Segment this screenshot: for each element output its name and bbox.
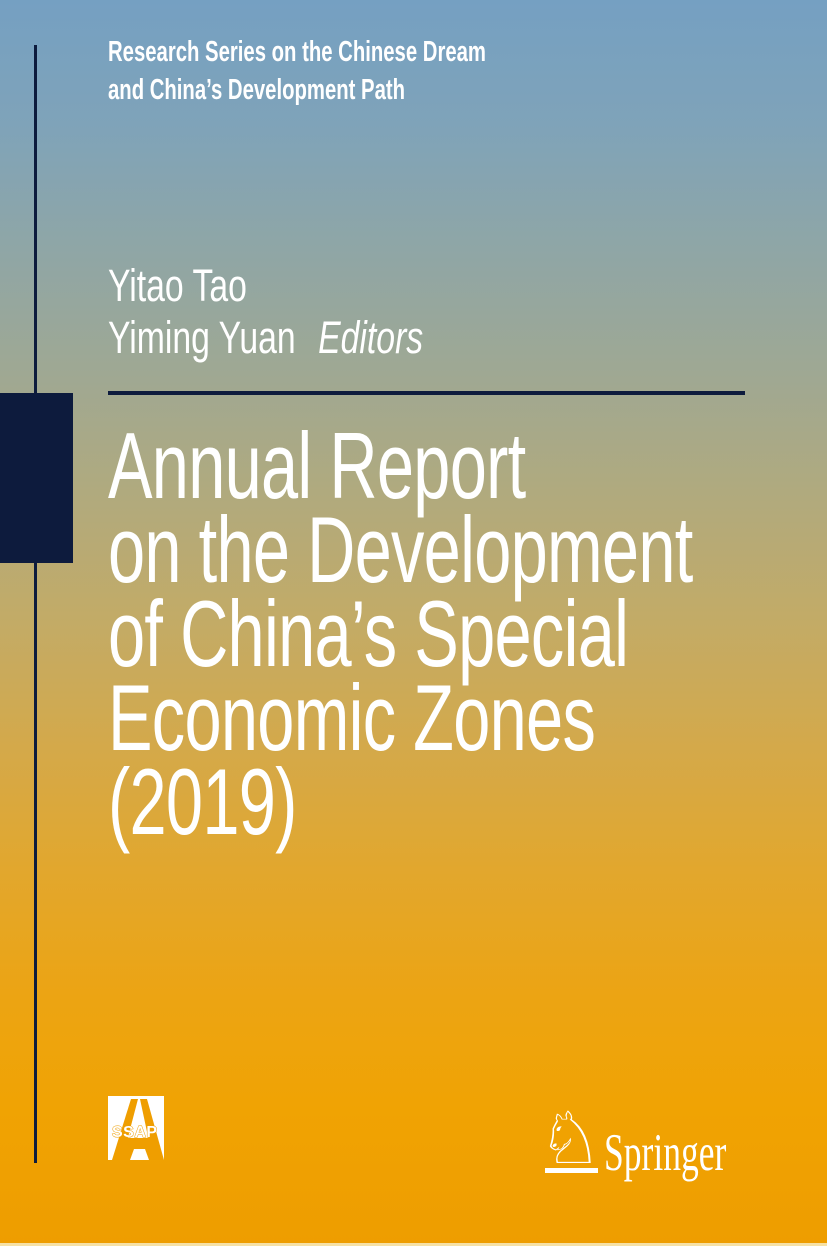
book-title: Annual Report on the Development of Chin… — [108, 413, 693, 854]
series-title: Research Series on the Chinese Dream and… — [108, 33, 486, 109]
title-line-3: of China’s Special — [108, 581, 629, 686]
author-name-2: Yiming Yuan — [108, 312, 296, 363]
title-line-1: Annual Report — [108, 413, 526, 518]
series-line-1: Research Series on the Chinese Dream — [108, 36, 486, 68]
ssap-publisher-logo: SSAP — [108, 1096, 164, 1160]
springer-wordmark: Springer — [604, 1124, 727, 1182]
title-line-2: on the Development — [108, 497, 693, 602]
navy-accent-block — [0, 393, 73, 563]
cover-bottom-edge — [0, 1243, 827, 1246]
ssap-logo-graphic: SSAP — [108, 1096, 164, 1160]
title-line-4: Economic Zones — [108, 665, 596, 770]
springer-knight-icon: ♘ — [538, 1096, 603, 1180]
spine-vertical-line — [34, 45, 37, 1163]
title-divider-rule — [108, 391, 745, 395]
title-line-5: (2019) — [108, 749, 297, 854]
series-line-2: and China’s Development Path — [108, 74, 406, 106]
authors-block: Yitao Tao Yiming Yuan Editors — [108, 260, 423, 364]
author-name-1: Yitao Tao — [108, 260, 247, 311]
ssap-logo-text: SSAP — [112, 1124, 158, 1141]
editors-label: Editors — [318, 312, 424, 363]
springer-knight-underline — [545, 1168, 598, 1173]
author-line-2: Yiming Yuan Editors — [108, 312, 423, 364]
